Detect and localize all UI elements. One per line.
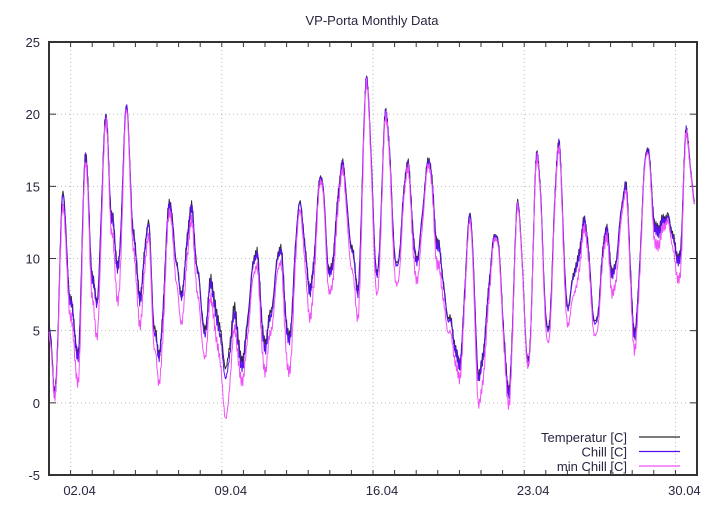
grid: [49, 42, 697, 475]
series-line-1: [48, 76, 695, 399]
y-tick-label: 15: [26, 179, 40, 194]
x-tick-label: 09.04: [215, 483, 248, 498]
series-line-2: [48, 77, 696, 420]
legend-label: Temperatur [C]: [541, 430, 627, 445]
legend-label: min Chill [C]: [557, 459, 627, 474]
plot-frame: [48, 41, 698, 476]
y-tick-label: -5: [28, 468, 40, 483]
x-tick-label: 16.04: [366, 483, 399, 498]
y-tick-label: 25: [26, 35, 40, 50]
axes: -5 0 5 10 15 20 25 02.04 09.04 16.04 23.04 30.04: [26, 35, 701, 498]
x-tick-label: 23.04: [517, 483, 550, 498]
series-lines: [48, 75, 696, 420]
legend: Temperatur [C]Chill [C]min Chill [C]: [541, 430, 680, 474]
legend-label: Chill [C]: [581, 445, 627, 460]
x-tick-label: 02.04: [63, 483, 96, 498]
chart-title: VP-Porta Monthly Data: [306, 13, 440, 28]
y-tick-label: 5: [33, 324, 40, 339]
y-tick-label: 20: [26, 107, 40, 122]
x-tick-label: 30.04: [668, 483, 701, 498]
y-tick-label: 0: [33, 396, 40, 411]
y-tick-label: 10: [26, 252, 40, 267]
